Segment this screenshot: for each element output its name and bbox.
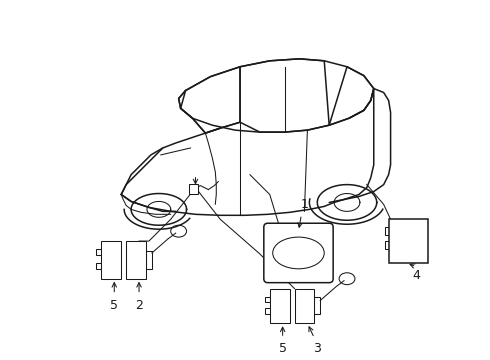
FancyBboxPatch shape (97, 263, 101, 269)
FancyBboxPatch shape (265, 309, 270, 314)
Text: 4: 4 (413, 269, 420, 282)
FancyBboxPatch shape (101, 241, 121, 279)
FancyBboxPatch shape (385, 241, 389, 249)
FancyBboxPatch shape (264, 223, 333, 283)
FancyBboxPatch shape (270, 289, 290, 323)
Text: 3: 3 (314, 342, 321, 355)
FancyBboxPatch shape (265, 297, 270, 302)
FancyBboxPatch shape (189, 184, 198, 194)
Text: 2: 2 (135, 298, 143, 311)
FancyBboxPatch shape (294, 289, 314, 323)
Text: 1: 1 (300, 198, 308, 211)
FancyBboxPatch shape (146, 251, 152, 269)
FancyBboxPatch shape (385, 227, 389, 235)
Text: 5: 5 (279, 342, 287, 355)
Text: 5: 5 (110, 298, 118, 311)
FancyBboxPatch shape (126, 241, 146, 279)
FancyBboxPatch shape (389, 219, 428, 263)
FancyBboxPatch shape (314, 297, 320, 314)
FancyBboxPatch shape (97, 249, 101, 255)
